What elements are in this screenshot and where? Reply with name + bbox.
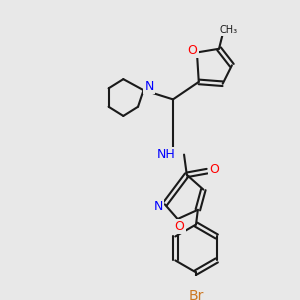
Text: O: O: [188, 44, 197, 57]
Text: NH: NH: [156, 148, 175, 161]
Text: N: N: [144, 80, 154, 93]
Text: N: N: [154, 200, 163, 213]
Text: Br: Br: [188, 289, 204, 300]
Text: O: O: [209, 163, 219, 176]
Text: O: O: [175, 220, 184, 233]
Text: CH₃: CH₃: [219, 26, 237, 35]
